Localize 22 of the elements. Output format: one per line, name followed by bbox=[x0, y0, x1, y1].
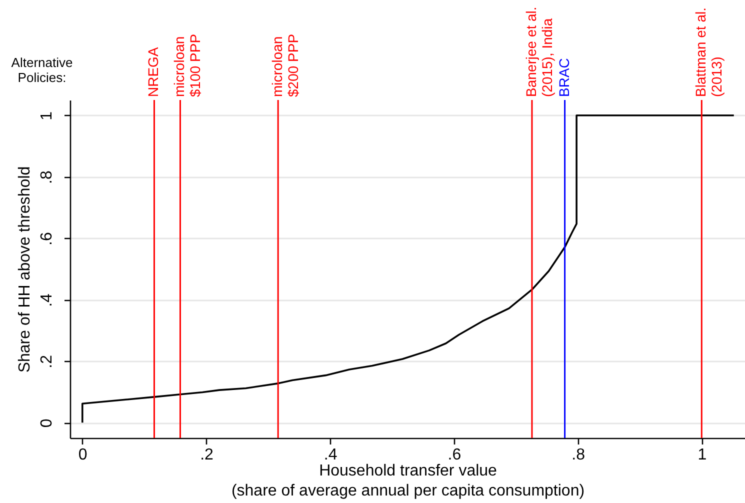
ref-line-label: microloan $200 PPP bbox=[269, 34, 302, 97]
y-tick-label: .2 bbox=[38, 354, 56, 368]
x-tick-label: 1 bbox=[698, 446, 707, 464]
ref-line-label: Banerjee et al. (2015), India bbox=[522, 6, 555, 97]
ref-line-label: microloan $100 PPP bbox=[171, 34, 204, 97]
line-series bbox=[81, 114, 735, 424]
x-tick-label: 0 bbox=[78, 446, 88, 464]
ref-line-label: NREGA bbox=[145, 46, 162, 97]
y-axis-title: Share of HH above threshold bbox=[16, 166, 34, 373]
y-tick-label: .8 bbox=[38, 170, 56, 184]
y-tick-label: 0 bbox=[38, 418, 56, 428]
x-tick-label: .2 bbox=[200, 446, 214, 464]
x-axis-title: Household transfer value (share of average annual per capita consumption) bbox=[231, 462, 585, 500]
y-tick-label: .6 bbox=[38, 232, 56, 246]
y-tick-label: .4 bbox=[38, 293, 56, 307]
x-tick-label: .6 bbox=[448, 446, 462, 464]
ref-line-label: Blattman et al. (2013) bbox=[692, 8, 725, 97]
x-tick-label: .8 bbox=[572, 446, 586, 464]
x-tick-label: .4 bbox=[324, 446, 338, 464]
y-tick-label: 1 bbox=[38, 111, 56, 120]
text: Alternative Policies: bbox=[11, 55, 73, 85]
ref-line-label: BRAC bbox=[556, 58, 572, 97]
